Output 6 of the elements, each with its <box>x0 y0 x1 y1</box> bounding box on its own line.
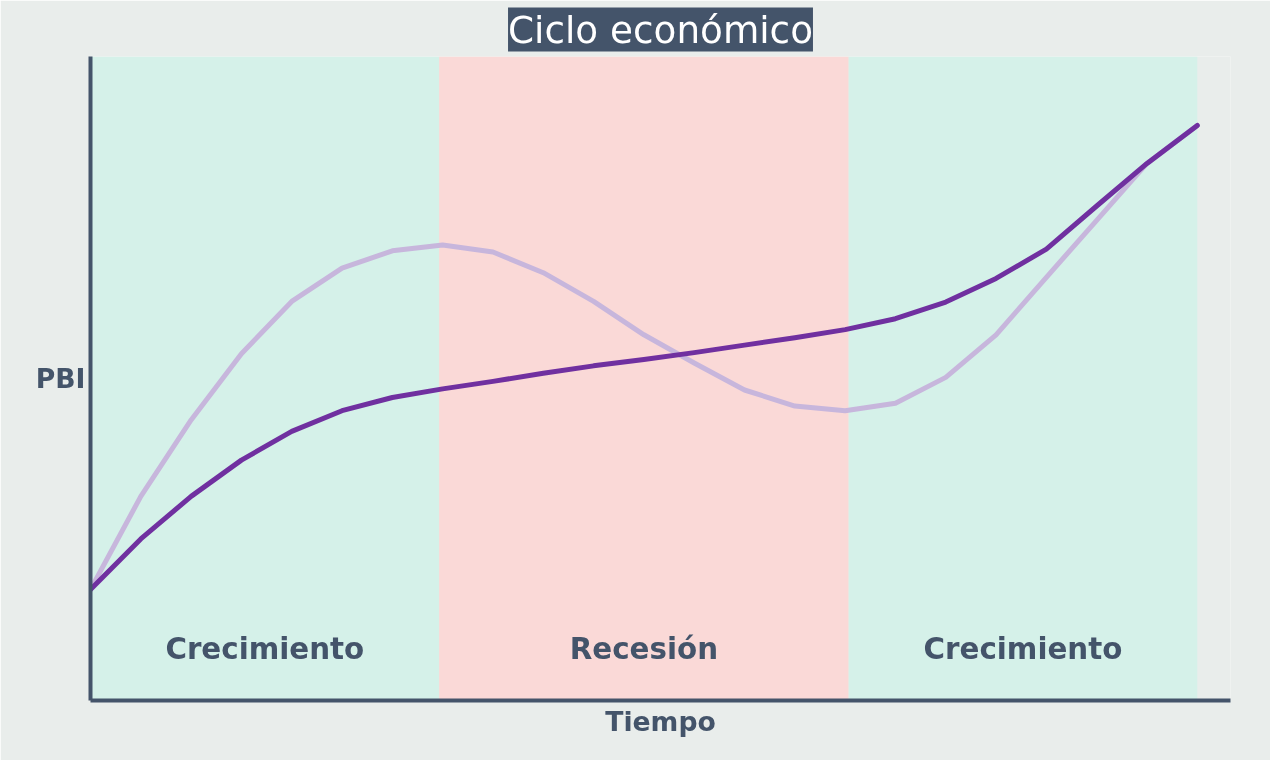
annotation: Crecimiento <box>923 631 1123 666</box>
annotation: Recesión <box>569 631 719 666</box>
annotation: Crecimiento <box>165 631 365 666</box>
chart-title: Ciclo económico <box>508 7 813 52</box>
x-axis-title: Tiempo <box>605 705 716 737</box>
y-axis-title: PBI <box>35 363 86 394</box>
